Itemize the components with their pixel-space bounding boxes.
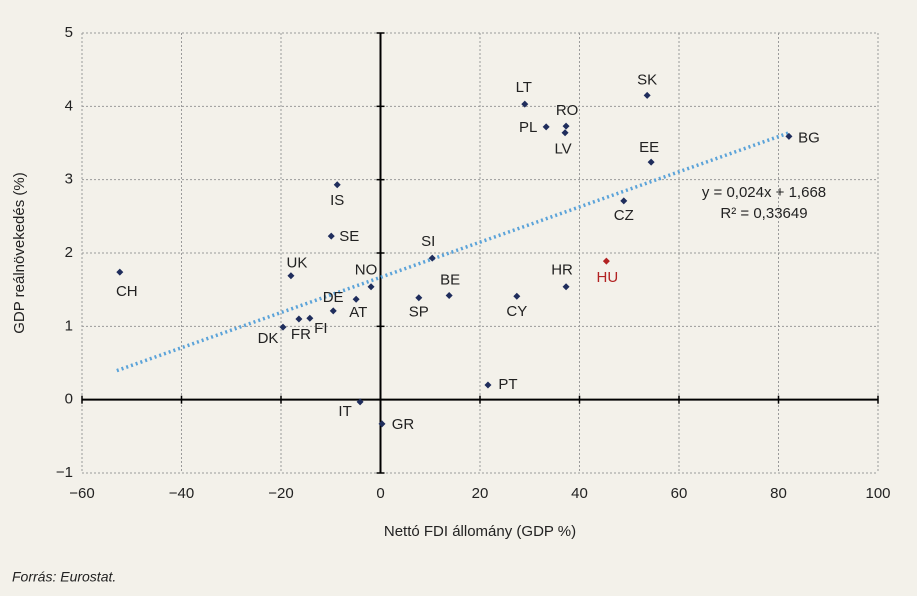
point bbox=[327, 232, 335, 240]
point bbox=[542, 123, 550, 131]
point bbox=[415, 294, 423, 302]
point bbox=[785, 132, 793, 140]
point-label: SE bbox=[339, 228, 359, 245]
point-label: UK bbox=[287, 255, 308, 272]
point bbox=[562, 122, 570, 130]
point bbox=[521, 100, 529, 108]
y-tick-label: 0 bbox=[65, 391, 73, 408]
point bbox=[116, 268, 124, 276]
point bbox=[287, 272, 295, 280]
point-label: RO bbox=[556, 102, 579, 119]
x-tick-label: 0 bbox=[376, 485, 384, 502]
y-tick-label: 1 bbox=[65, 317, 73, 334]
point-label: SK bbox=[637, 71, 657, 88]
point bbox=[352, 295, 360, 303]
point-label: EE bbox=[639, 139, 659, 156]
point-label: GR bbox=[392, 416, 415, 433]
point-label: BG bbox=[798, 129, 820, 146]
x-tick-label: −60 bbox=[69, 485, 94, 502]
point bbox=[513, 292, 521, 300]
point-label: HR bbox=[551, 262, 573, 279]
point bbox=[329, 307, 337, 315]
point-label: SP bbox=[409, 304, 429, 321]
point-label: IS bbox=[330, 192, 344, 209]
point-label: CY bbox=[506, 303, 527, 320]
x-tick-label: 80 bbox=[770, 485, 787, 502]
point bbox=[561, 129, 569, 137]
point-label: CZ bbox=[614, 207, 634, 224]
trendline bbox=[116, 131, 790, 373]
point-label: PT bbox=[498, 376, 517, 393]
x-tick-label: −20 bbox=[268, 485, 293, 502]
point bbox=[445, 292, 453, 300]
point-label: CH bbox=[116, 283, 138, 300]
y-tick-label: 2 bbox=[65, 244, 73, 261]
x-tick-label: 20 bbox=[472, 485, 489, 502]
point-label: DK bbox=[258, 330, 279, 347]
y-tick-label: 3 bbox=[65, 171, 73, 188]
point bbox=[279, 323, 287, 331]
point-label: FR bbox=[291, 326, 311, 343]
y-tick-label: −1 bbox=[56, 464, 73, 481]
point-label: NO bbox=[355, 262, 378, 279]
point bbox=[602, 257, 610, 265]
point bbox=[367, 283, 375, 291]
point bbox=[484, 381, 492, 389]
point-label: DE bbox=[323, 289, 344, 306]
point bbox=[620, 197, 628, 205]
x-tick-label: 40 bbox=[571, 485, 588, 502]
point bbox=[428, 254, 436, 262]
point bbox=[647, 158, 655, 166]
point bbox=[306, 314, 314, 322]
source: Forrás: Eurostat. bbox=[12, 569, 116, 585]
x-tick-label: 60 bbox=[671, 485, 688, 502]
point-label: PL bbox=[519, 119, 537, 136]
point-label: BE bbox=[440, 272, 460, 289]
y-axis-label: GDP reálnövekedés (%) bbox=[11, 172, 28, 333]
equation: y = 0,024x + 1,668 bbox=[702, 184, 826, 201]
point-label: IT bbox=[338, 403, 351, 420]
point bbox=[562, 283, 570, 291]
point-label: FI bbox=[314, 320, 327, 337]
y-tick-label: 5 bbox=[65, 24, 73, 41]
x-tick-label: 100 bbox=[865, 485, 890, 502]
point bbox=[333, 181, 341, 189]
x-axis-label: Nettó FDI állomány (GDP %) bbox=[384, 523, 576, 540]
point-label: HU bbox=[597, 269, 619, 286]
point bbox=[643, 91, 651, 99]
r-squared: R² = 0,33649 bbox=[720, 205, 807, 222]
point-label: LT bbox=[516, 79, 532, 96]
point-label: SI bbox=[421, 233, 435, 250]
point bbox=[378, 420, 386, 428]
point bbox=[356, 398, 364, 406]
point-label: LV bbox=[554, 141, 571, 158]
point-label: AT bbox=[349, 304, 367, 321]
x-tick-label: −40 bbox=[169, 485, 194, 502]
point bbox=[295, 315, 303, 323]
y-tick-label: 4 bbox=[65, 97, 73, 114]
